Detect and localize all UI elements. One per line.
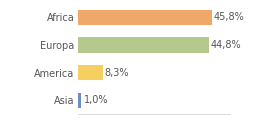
Text: 45,8%: 45,8%	[214, 12, 245, 22]
Text: 1,0%: 1,0%	[84, 95, 108, 105]
Text: 44,8%: 44,8%	[211, 40, 242, 50]
Bar	[78, 65, 102, 80]
Bar	[78, 37, 209, 53]
Bar	[78, 10, 212, 25]
Bar	[78, 93, 81, 108]
Text: 8,3%: 8,3%	[105, 68, 129, 78]
